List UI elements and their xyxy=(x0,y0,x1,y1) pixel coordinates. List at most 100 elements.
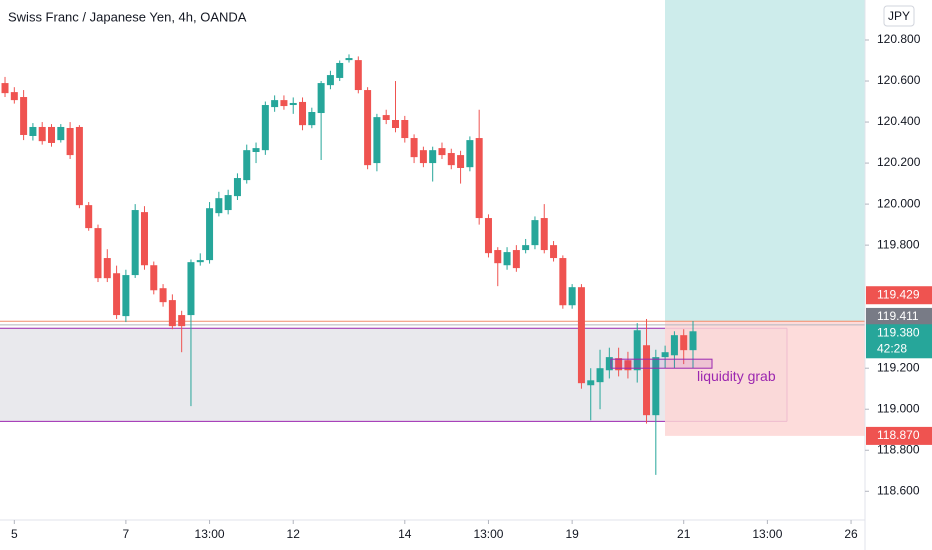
candle-body xyxy=(308,112,316,126)
price-label-box xyxy=(866,324,932,359)
candle-body xyxy=(243,150,251,181)
candle-body xyxy=(252,148,260,152)
price-label: 118.870 xyxy=(877,428,920,442)
price-label: 119.429 xyxy=(877,287,920,301)
candle-body xyxy=(38,126,46,142)
candle-body xyxy=(410,138,418,158)
candle-body xyxy=(512,250,520,269)
y-tick-label: 118.600 xyxy=(877,483,920,497)
candle-body xyxy=(522,245,530,251)
candle-body xyxy=(429,150,437,164)
candle-body xyxy=(670,335,678,356)
candle-body xyxy=(587,380,595,386)
candle-body xyxy=(661,352,669,358)
candle-body xyxy=(373,117,381,164)
candle-body xyxy=(354,60,362,91)
currency-button[interactable] xyxy=(883,5,915,27)
x-tick-label: 26 xyxy=(844,527,858,541)
candle-body xyxy=(559,258,567,306)
candle-body xyxy=(122,275,130,317)
candle-body xyxy=(140,212,148,266)
candle-body xyxy=(689,331,697,351)
candle-body xyxy=(475,138,483,219)
currency-label: JPY xyxy=(888,9,910,23)
y-tick-label: 120.200 xyxy=(877,155,921,169)
price-label-box xyxy=(866,307,932,326)
candle-body xyxy=(280,100,288,107)
candle-body xyxy=(391,120,399,128)
candle-body xyxy=(577,287,585,384)
candle-body xyxy=(66,128,74,156)
candle-body xyxy=(178,315,186,327)
x-tick-label: 21 xyxy=(677,527,691,541)
x-tick-label: 7 xyxy=(123,527,130,541)
candle-body xyxy=(652,357,660,416)
candle-body xyxy=(466,140,474,168)
y-tick-label: 120.800 xyxy=(877,32,921,46)
candle-body xyxy=(103,258,111,279)
y-tick-label: 120.600 xyxy=(877,73,921,87)
candle-body xyxy=(10,92,18,101)
candle-body xyxy=(364,90,372,166)
candle-body xyxy=(419,150,427,164)
candle-body xyxy=(680,335,688,351)
x-tick-label: 19 xyxy=(565,527,579,541)
x-tick-label: 13:00 xyxy=(752,527,782,541)
price-label-box xyxy=(866,426,932,445)
candle-body xyxy=(550,245,558,259)
price-label-box xyxy=(866,286,932,305)
chart-title: Swiss Franc / Japanese Yen, 4h, OANDA xyxy=(8,9,247,24)
candle-body xyxy=(206,208,214,261)
candle-body xyxy=(271,100,279,108)
candle-body xyxy=(605,357,613,371)
candle-body xyxy=(596,368,604,383)
x-tick-label: 13:00 xyxy=(473,527,503,541)
candle-body xyxy=(196,260,204,263)
candle-body xyxy=(261,105,269,151)
liquidity-box xyxy=(610,358,713,369)
candle-body xyxy=(215,198,223,214)
candle-body xyxy=(1,83,9,94)
x-tick-label: 13:00 xyxy=(195,527,225,541)
candle-body xyxy=(224,195,232,211)
y-tick-label: 120.400 xyxy=(877,114,921,128)
candle-body xyxy=(457,155,465,168)
candle-body xyxy=(187,262,195,316)
price-label: 119.411 xyxy=(877,309,919,323)
candle-body xyxy=(113,273,121,316)
candle-body xyxy=(484,218,492,254)
y-tick-label: 118.800 xyxy=(877,442,920,456)
candle-body xyxy=(94,228,102,279)
candle-body xyxy=(150,265,158,291)
loss-zone xyxy=(665,321,865,436)
candle-body xyxy=(48,126,56,143)
liquidity-label: liquidity grab xyxy=(697,368,776,384)
price-label: 119.380 xyxy=(877,325,920,339)
candle-body xyxy=(131,210,139,276)
y-tick-label: 119.800 xyxy=(877,237,920,251)
candle-body xyxy=(494,250,502,264)
candle-body xyxy=(57,126,65,141)
candle-body xyxy=(85,205,93,229)
candle-body xyxy=(336,62,344,78)
candle-body xyxy=(643,345,651,416)
candle-body xyxy=(624,360,632,371)
x-tick-label: 12 xyxy=(287,527,301,541)
candle-body xyxy=(299,101,307,126)
candle-body xyxy=(168,300,176,327)
candle-body xyxy=(531,220,539,246)
candle-body xyxy=(75,126,83,206)
candle-body xyxy=(633,330,641,371)
candle-body xyxy=(401,120,409,139)
y-tick-label: 119.200 xyxy=(877,360,920,374)
y-tick-label: 119.000 xyxy=(877,401,920,415)
countdown: 42:28 xyxy=(877,341,907,355)
candle-body xyxy=(159,288,167,303)
candle-body xyxy=(382,115,390,120)
candle-body xyxy=(20,97,28,135)
candle-body xyxy=(615,358,623,371)
candle-body xyxy=(326,75,334,86)
candle-body xyxy=(233,178,241,197)
candle-body xyxy=(29,126,37,136)
